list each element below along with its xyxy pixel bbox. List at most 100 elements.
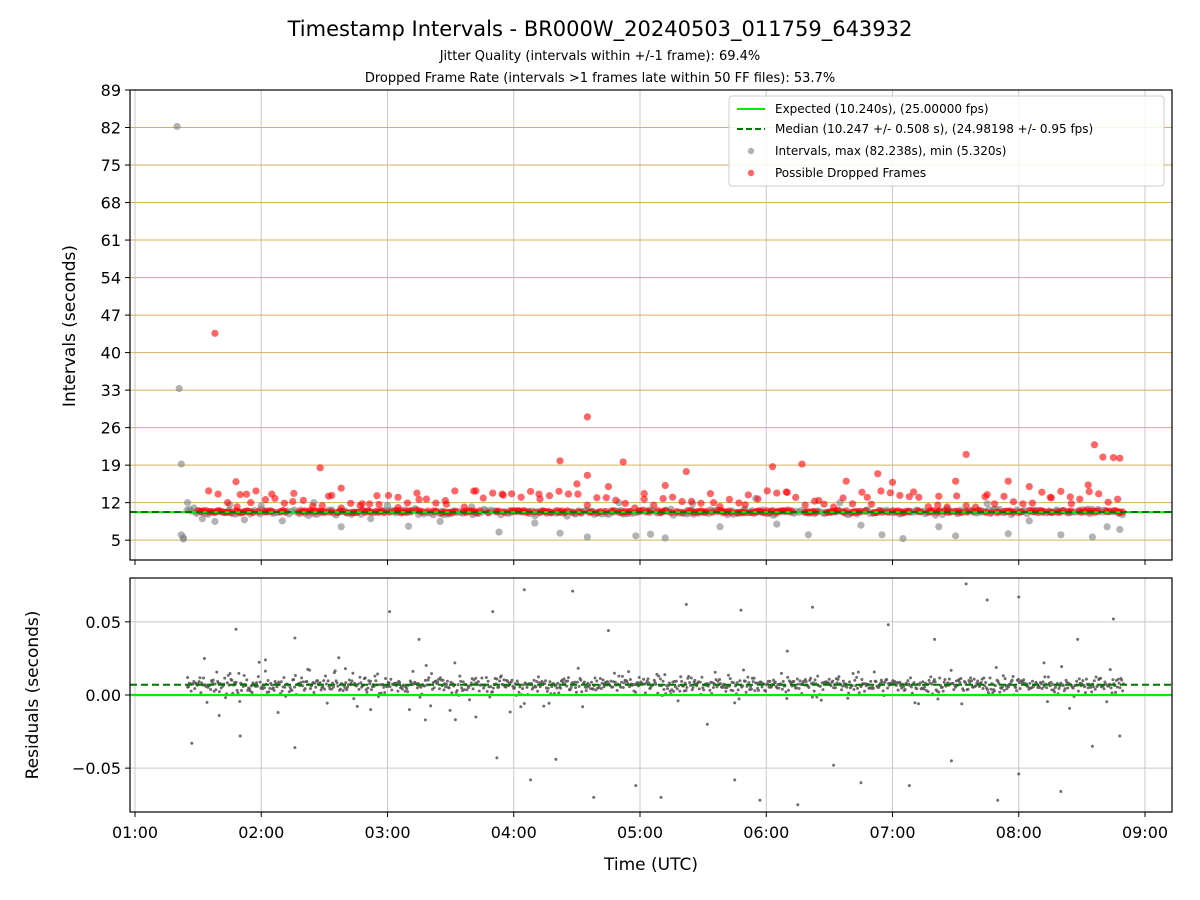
- dropped-frame-point: [517, 493, 525, 501]
- residual-point: [667, 681, 671, 685]
- residual-point: [657, 674, 661, 678]
- dropped-frame-point: [1099, 453, 1107, 461]
- dropped-frame-point: [223, 498, 232, 507]
- residual-point: [735, 681, 739, 685]
- residual-point: [1075, 679, 1079, 683]
- interval-point: [878, 531, 886, 539]
- dropped-frame-point: [583, 471, 591, 479]
- residual-point: [855, 675, 859, 679]
- residual-point: [781, 680, 785, 684]
- residual-point: [676, 699, 680, 703]
- residual-point: [495, 677, 499, 681]
- residual-point: [352, 697, 356, 701]
- interval-point: [240, 516, 249, 524]
- residual-point: [1115, 685, 1119, 689]
- residual-point: [287, 690, 291, 694]
- residual-point: [458, 674, 462, 678]
- residual-point: [898, 680, 902, 684]
- residual-point: [1109, 686, 1113, 690]
- dropped-frame-point: [573, 480, 581, 488]
- residual-point: [818, 684, 822, 688]
- residual-point: [959, 677, 963, 681]
- residual-point: [677, 684, 681, 688]
- residual-point: [918, 681, 922, 685]
- residual-point: [718, 677, 722, 681]
- residual-point: [592, 795, 596, 799]
- residual-point: [642, 677, 646, 681]
- residual-point: [238, 734, 242, 738]
- residual-point: [976, 679, 980, 683]
- dropped-frame-point: [801, 501, 809, 509]
- chart-subtitle-jitter: Jitter Quality (intervals within +/-1 fr…: [439, 49, 761, 64]
- residual-point: [611, 685, 615, 689]
- residual-point: [1090, 690, 1094, 694]
- residual-point: [316, 679, 320, 683]
- residual-point: [322, 679, 326, 683]
- residual-point: [923, 685, 927, 689]
- dropped-frame-point: [1076, 495, 1084, 503]
- residual-point: [1077, 677, 1081, 681]
- residual-point: [573, 680, 577, 684]
- dropped-frame-point: [1019, 500, 1027, 508]
- dropped-frame-point: [631, 504, 639, 512]
- residual-point: [739, 608, 743, 612]
- residual-point: [432, 686, 436, 690]
- residual-point: [840, 684, 844, 688]
- interval-point: [646, 530, 655, 538]
- residual-point: [982, 676, 986, 680]
- residual-point: [678, 689, 682, 693]
- top-y-tick-label: 33: [101, 381, 121, 400]
- residual-point: [708, 688, 712, 692]
- residual-point: [628, 677, 632, 681]
- dropped-frame-point: [309, 502, 317, 510]
- dropped-frame-point: [290, 489, 298, 498]
- residual-point: [675, 687, 679, 691]
- residual-point: [355, 704, 359, 708]
- residual-point: [996, 798, 1000, 802]
- residual-point: [515, 679, 519, 683]
- residual-point: [1120, 678, 1124, 682]
- x-tick-label: 05:00: [617, 823, 663, 842]
- residual-point: [480, 676, 484, 680]
- residual-point: [705, 722, 709, 726]
- residual-point: [1046, 675, 1050, 679]
- interval-point: [983, 500, 991, 508]
- dropped-frame-point: [211, 329, 219, 337]
- residual-point: [430, 672, 434, 676]
- dropped-frame-point: [413, 489, 421, 497]
- residual-point: [787, 688, 791, 692]
- dropped-frame-point: [768, 463, 777, 471]
- residual-point: [357, 687, 361, 691]
- residual-point: [1094, 675, 1098, 679]
- dropped-frame-point: [650, 501, 658, 509]
- x-tick-label: 03:00: [364, 823, 410, 842]
- residual-point: [749, 687, 753, 691]
- residual-point: [744, 690, 748, 694]
- interval-point: [211, 517, 219, 526]
- interval-point: [773, 520, 781, 528]
- residual-point: [654, 682, 658, 686]
- residual-point: [795, 677, 799, 681]
- residual-point: [619, 685, 623, 689]
- residual-point: [693, 678, 697, 682]
- residual-point: [758, 798, 762, 802]
- residual-point: [215, 670, 219, 674]
- residual-point: [1116, 677, 1120, 681]
- residual-point: [785, 649, 789, 653]
- residual-point: [202, 676, 206, 680]
- residual-point: [453, 718, 457, 722]
- residual-point: [418, 695, 422, 699]
- residual-point: [338, 687, 342, 691]
- residual-point: [609, 679, 613, 683]
- residual-point: [697, 687, 701, 691]
- residual-point: [321, 685, 325, 689]
- residual-point: [444, 685, 448, 689]
- residual-point: [268, 686, 272, 690]
- residual-point: [937, 690, 941, 694]
- dropped-frame-point: [526, 487, 535, 496]
- residual-point: [504, 685, 508, 689]
- residual-point: [984, 681, 988, 685]
- residual-point: [1039, 682, 1043, 686]
- residual-point: [635, 681, 639, 685]
- residual-point: [461, 680, 465, 684]
